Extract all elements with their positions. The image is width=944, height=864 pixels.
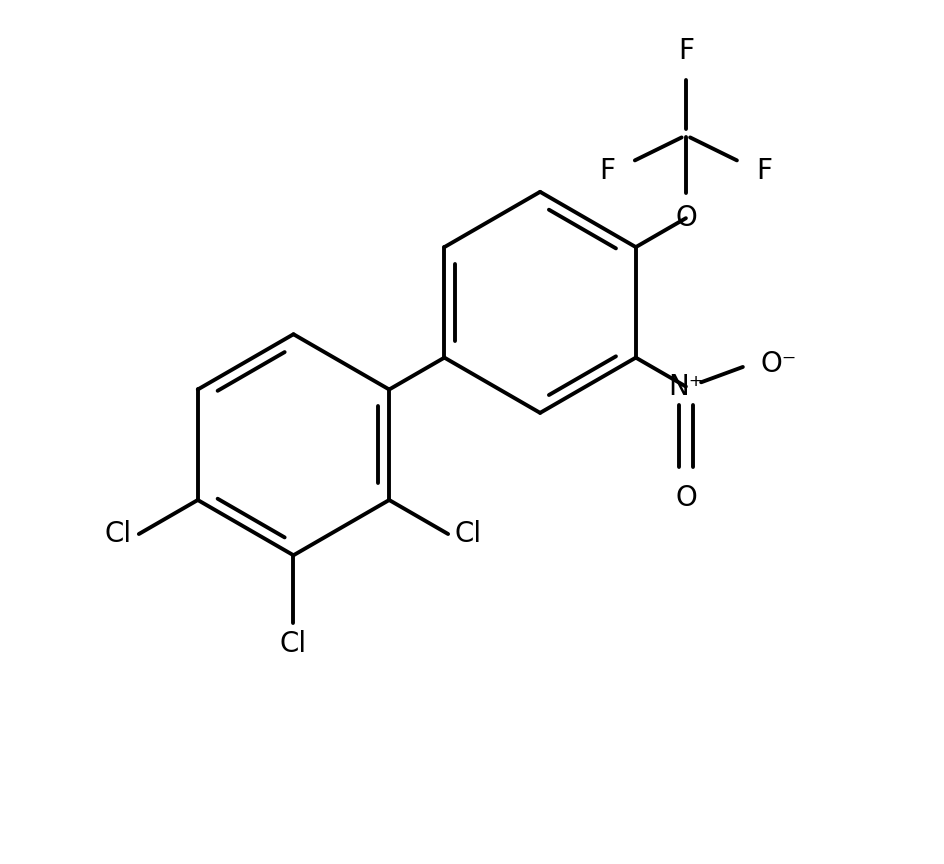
Text: F: F xyxy=(756,157,772,186)
Text: Cl: Cl xyxy=(455,520,482,548)
Text: F: F xyxy=(678,37,694,65)
Text: Cl: Cl xyxy=(280,630,307,658)
Text: O: O xyxy=(675,204,697,232)
Text: Cl: Cl xyxy=(105,520,132,548)
Text: F: F xyxy=(599,157,615,186)
Text: O⁻: O⁻ xyxy=(761,350,797,378)
Text: O: O xyxy=(675,485,697,512)
Text: N⁺: N⁺ xyxy=(668,372,703,401)
